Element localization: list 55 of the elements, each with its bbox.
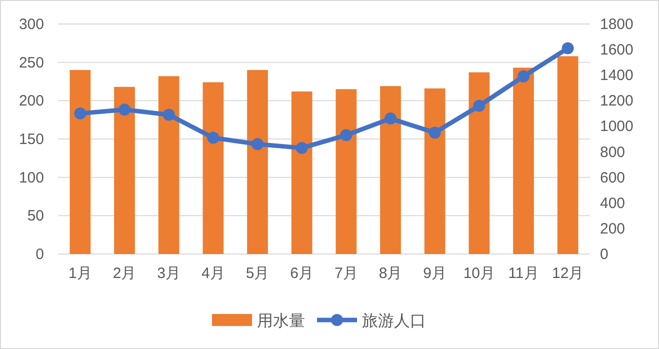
y2-tick-label: 1000 [600,118,634,136]
x-tick-label: 8月 [378,265,402,282]
y2-tick-label: 800 [600,144,626,161]
x-tick-label: 3月 [157,265,181,282]
x-tick-label: 2月 [112,265,136,282]
point [296,142,308,154]
y-tick-label: 250 [18,54,44,72]
y2-tick-label: 0 [600,246,608,263]
bar [202,82,224,254]
y2-tick-label: 1400 [600,67,634,84]
bar [336,89,357,254]
y-tick-label: 100 [18,169,44,186]
point [162,108,175,121]
bar [424,88,446,254]
point [562,42,574,54]
x-tick-label: 1月 [68,265,92,282]
y2-tick-label: 1200 [600,92,634,110]
bar [291,91,312,254]
x-tick-label: 4月 [201,265,225,282]
point [384,112,396,125]
y-tick-label: 200 [18,92,44,110]
y2-tick-label: 1600 [600,42,634,59]
y-tick-label: 50 [27,208,44,225]
y-tick-label: 150 [18,131,44,148]
x-tick-label: 9月 [423,265,447,282]
point [518,70,530,82]
x-tick-label: 12月 [552,265,584,282]
bar [70,70,91,254]
point [252,138,264,150]
bar [158,76,180,254]
legend-label: 用水量 [257,312,305,330]
point [340,129,352,142]
point [207,132,220,144]
y2-tick-label: 1800 [600,16,634,33]
bar [468,72,490,254]
bar [513,68,534,254]
y2-tick-label: 200 [600,220,626,238]
bar [247,70,268,254]
bar [557,56,578,254]
point [74,107,86,120]
legend-label: 旅游人口 [362,312,426,330]
x-tick-label: 6月 [290,265,314,282]
bar [114,86,135,254]
point [118,104,130,116]
x-tick-label: 7月 [334,265,358,282]
point [473,100,486,112]
x-tick-label: 5月 [246,265,270,282]
y2-tick-label: 600 [600,169,626,186]
x-tick-label: 11月 [508,265,539,282]
bar [380,86,401,254]
y-tick-label: 0 [36,246,44,263]
y-tick-label: 300 [18,16,44,33]
y2-tick-label: 400 [600,194,626,212]
x-tick-label: 10月 [463,265,496,282]
point [428,126,441,139]
